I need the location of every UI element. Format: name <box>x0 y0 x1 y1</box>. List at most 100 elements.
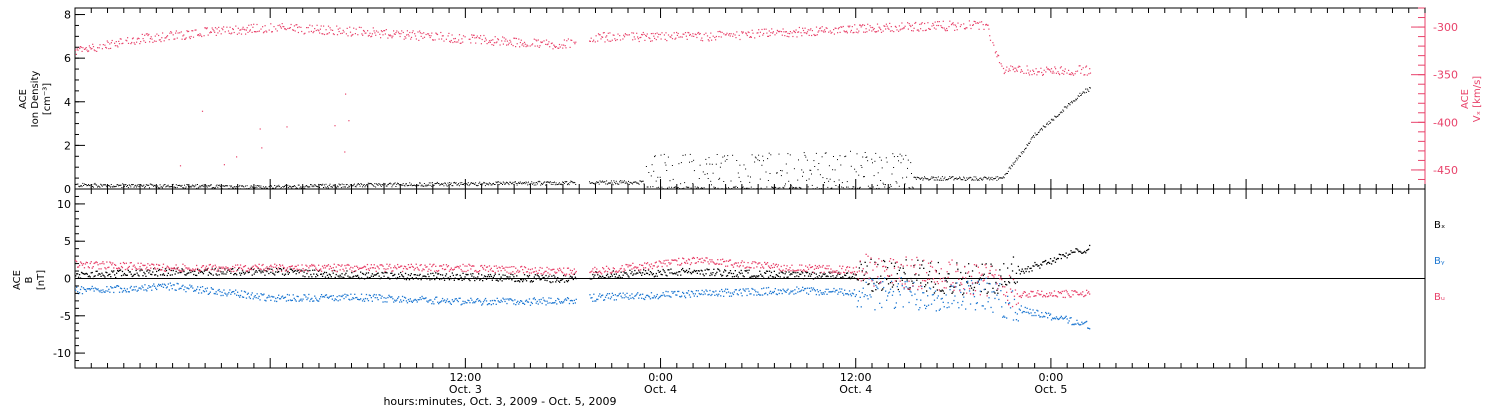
b-point <box>841 288 843 290</box>
b-point <box>103 291 105 293</box>
b-point <box>169 282 171 284</box>
density-point <box>806 159 808 161</box>
velocity-point <box>851 26 853 28</box>
b-point <box>806 287 809 289</box>
b-point <box>227 267 229 269</box>
b-point <box>683 292 685 295</box>
b-point <box>503 278 505 280</box>
velocity-point <box>181 38 183 40</box>
density-point <box>154 185 156 187</box>
b-point <box>452 269 454 271</box>
b-point <box>989 272 991 274</box>
b-point <box>332 267 334 269</box>
b-point <box>355 270 357 272</box>
b-point <box>135 285 137 288</box>
b-point <box>458 297 460 299</box>
b-point <box>1024 306 1026 309</box>
b-point <box>234 266 236 269</box>
b-point <box>363 278 366 280</box>
velocity-point <box>502 43 504 45</box>
density-point <box>414 184 416 186</box>
b-point <box>1058 253 1060 255</box>
density-point <box>899 153 901 155</box>
velocity-point <box>455 41 457 43</box>
density-point <box>962 179 964 181</box>
b-point <box>699 273 701 275</box>
density-point <box>953 179 955 181</box>
b-point <box>258 295 260 298</box>
b-point <box>806 271 809 273</box>
density-point <box>998 177 1000 179</box>
b-point <box>533 276 535 278</box>
velocity-point <box>521 44 523 46</box>
b-point <box>818 294 820 296</box>
density-point <box>638 183 640 185</box>
b-point <box>1035 314 1037 317</box>
b-point <box>838 291 840 293</box>
velocity-point <box>1043 69 1045 71</box>
density-point <box>1085 91 1087 93</box>
velocity-point <box>872 26 874 29</box>
velocity-point <box>200 34 202 36</box>
b-point <box>328 296 330 298</box>
b-point <box>453 268 455 270</box>
b-point <box>778 292 780 295</box>
density-point <box>945 179 947 181</box>
b-point <box>1077 249 1079 251</box>
b-point <box>683 270 685 272</box>
velocity-point <box>817 31 819 33</box>
velocity-point <box>533 38 535 40</box>
b-point <box>1079 250 1081 252</box>
b-point <box>486 276 489 278</box>
b-point <box>297 269 299 272</box>
b-point <box>781 271 783 273</box>
b-point <box>1026 307 1028 309</box>
b-point <box>503 298 505 301</box>
b-point <box>797 271 799 274</box>
density-point <box>1049 122 1051 124</box>
b-point <box>115 286 117 288</box>
velocity-point <box>1003 72 1005 75</box>
b-point <box>182 269 184 271</box>
b-point <box>159 269 162 271</box>
b-point <box>316 299 318 301</box>
density-point <box>490 184 492 186</box>
velocity-point <box>86 49 88 51</box>
b-point <box>982 274 984 277</box>
b-point <box>285 268 288 271</box>
density-point <box>976 178 978 180</box>
velocity-point <box>822 30 824 32</box>
density-point <box>225 185 227 186</box>
velocity-point <box>333 33 335 36</box>
density-point <box>988 176 990 178</box>
b-point <box>617 271 619 273</box>
density-point <box>475 182 477 184</box>
b-point <box>430 269 432 272</box>
b-point <box>745 270 747 272</box>
b-point <box>240 272 243 274</box>
b-point <box>626 292 628 294</box>
velocity-point <box>1015 67 1017 69</box>
velocity-point <box>163 40 165 42</box>
b-point <box>986 282 988 284</box>
b-point <box>267 267 269 270</box>
velocity-point <box>432 39 434 41</box>
b-point <box>800 273 802 275</box>
b-point <box>108 266 110 268</box>
b-point <box>267 296 269 298</box>
velocity-point <box>495 42 497 44</box>
velocity-point <box>589 40 591 42</box>
density-point <box>531 181 533 183</box>
b-point <box>276 267 278 270</box>
b-point <box>748 269 750 271</box>
b-point <box>754 275 756 277</box>
b-point <box>460 268 462 271</box>
density-point <box>349 184 351 186</box>
velocity-point <box>853 31 855 34</box>
velocity-point <box>459 42 461 44</box>
velocity-point <box>818 30 820 32</box>
b-point <box>437 271 439 273</box>
density-point <box>246 185 248 187</box>
velocity-point <box>597 40 599 42</box>
velocity-point <box>298 26 300 28</box>
